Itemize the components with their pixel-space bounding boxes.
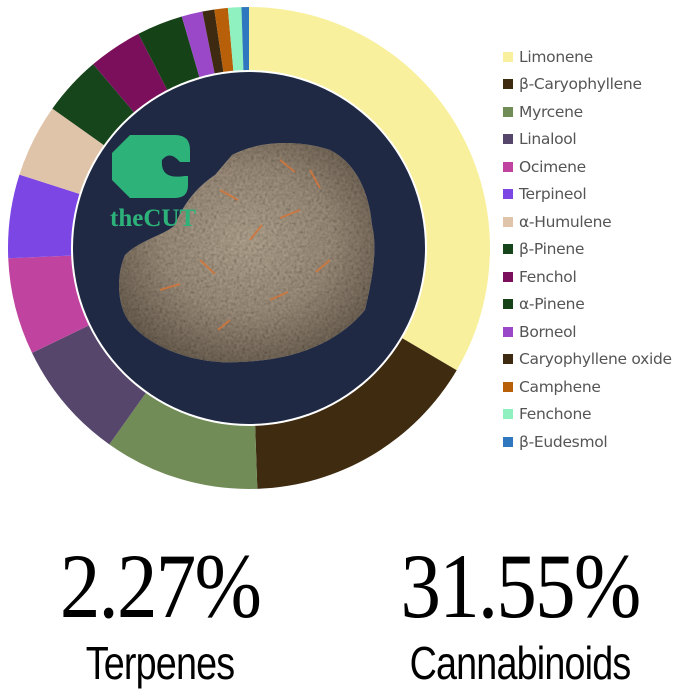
legend-label: Terpineol bbox=[519, 185, 587, 204]
legend-label: β-Eudesmol bbox=[519, 432, 608, 451]
legend-swatch bbox=[503, 271, 513, 282]
legend-item[interactable]: Fenchone bbox=[503, 401, 672, 429]
legend-swatch bbox=[503, 409, 513, 420]
slice-linalool[interactable] bbox=[32, 324, 147, 445]
legend-swatch bbox=[503, 299, 513, 310]
slice-fenchol[interactable] bbox=[93, 33, 169, 114]
terpenes-stat: 2.27% Terpenes bbox=[30, 540, 290, 686]
legend-item[interactable]: Myrcene bbox=[503, 98, 672, 126]
slice-caryophyllene-oxide[interactable] bbox=[202, 9, 224, 76]
legend-item[interactable]: α-Humulene bbox=[503, 208, 672, 236]
slice-ocimene[interactable] bbox=[8, 255, 91, 353]
legend-item[interactable]: Fenchol bbox=[503, 263, 672, 291]
logo-mark-icon bbox=[112, 135, 190, 198]
slice--humulene[interactable] bbox=[19, 108, 106, 195]
legend-item[interactable]: β-Eudesmol bbox=[503, 428, 672, 456]
cannabis-bud-image bbox=[119, 143, 375, 363]
legend-swatch bbox=[503, 216, 513, 227]
cannabinoids-stat: 31.55% Cannabinoids bbox=[370, 540, 670, 686]
slice-myrcene[interactable] bbox=[109, 391, 258, 489]
legend-swatch bbox=[503, 381, 513, 392]
legend-item[interactable]: Camphene bbox=[503, 373, 672, 401]
legend-label: Fenchone bbox=[519, 405, 592, 424]
slice-limonene[interactable] bbox=[249, 7, 491, 371]
legend-swatch bbox=[503, 436, 513, 447]
legend-label: Ocimene bbox=[519, 157, 586, 176]
legend-item[interactable]: β-Pinene bbox=[503, 236, 672, 264]
legend-swatch bbox=[503, 354, 513, 365]
legend-label: Limonene bbox=[519, 47, 593, 66]
legend-swatch bbox=[503, 244, 513, 255]
legend-label: Linalool bbox=[519, 130, 577, 149]
terpenes-value: 2.27% bbox=[59, 535, 262, 637]
slice-borneol[interactable] bbox=[181, 11, 215, 79]
legend-swatch bbox=[503, 106, 513, 117]
terpenes-label: Terpenes bbox=[85, 637, 235, 689]
legend-label: Caryophyllene oxide bbox=[519, 350, 672, 369]
legend-label: Borneol bbox=[519, 322, 577, 341]
legend-item[interactable]: β-Caryophyllene bbox=[503, 71, 672, 99]
legend-swatch bbox=[503, 161, 513, 172]
legend-item[interactable]: Caryophyllene oxide bbox=[503, 346, 672, 374]
slice--caryophyllene[interactable] bbox=[255, 337, 457, 489]
legend-label: β-Caryophyllene bbox=[519, 75, 642, 94]
legend-swatch bbox=[503, 134, 513, 145]
thecut-logo: theCUT bbox=[110, 135, 196, 232]
legend-swatch bbox=[503, 326, 513, 337]
cannabinoids-value: 31.55% bbox=[400, 535, 641, 637]
slice-fenchone[interactable] bbox=[227, 7, 244, 73]
slice--pinene[interactable] bbox=[52, 64, 136, 147]
legend-swatch bbox=[503, 79, 513, 90]
legend-label: Camphene bbox=[519, 377, 601, 396]
legend-label: β-Pinene bbox=[519, 240, 585, 259]
slice--eudesmol[interactable] bbox=[241, 7, 249, 73]
legend-item[interactable]: Limonene bbox=[503, 43, 672, 71]
logo-text: theCUT bbox=[110, 205, 196, 232]
legend-swatch bbox=[503, 189, 513, 200]
legend-label: Myrcene bbox=[519, 102, 583, 121]
cannabinoids-label: Cannabinoids bbox=[409, 637, 632, 689]
slice-terpineol[interactable] bbox=[8, 174, 82, 259]
legend-label: Fenchol bbox=[519, 267, 577, 286]
slice-camphene[interactable] bbox=[214, 7, 234, 74]
legend-item[interactable]: Borneol bbox=[503, 318, 672, 346]
legend-swatch bbox=[503, 51, 513, 62]
legend-label: α-Pinene bbox=[519, 295, 585, 314]
legend-item[interactable]: Terpineol bbox=[503, 181, 672, 209]
legend-item[interactable]: α-Pinene bbox=[503, 291, 672, 319]
legend-item[interactable]: Ocimene bbox=[503, 153, 672, 181]
legend-item[interactable]: Linalool bbox=[503, 126, 672, 154]
chart-legend: Limonene β-Caryophyllene Myrcene Linalool Oc… bbox=[503, 43, 672, 456]
legend-label: α-Humulene bbox=[519, 212, 612, 231]
slice--pinene[interactable] bbox=[138, 16, 200, 92]
